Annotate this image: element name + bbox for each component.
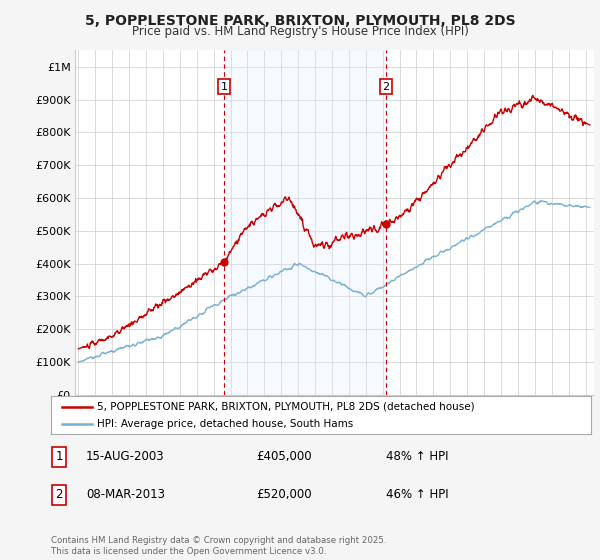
Bar xyxy=(224,50,386,395)
Text: 5, POPPLESTONE PARK, BRIXTON, PLYMOUTH, PL8 2DS: 5, POPPLESTONE PARK, BRIXTON, PLYMOUTH, … xyxy=(85,14,515,28)
Text: Price paid vs. HM Land Registry's House Price Index (HPI): Price paid vs. HM Land Registry's House … xyxy=(131,25,469,38)
Text: 48% ↑ HPI: 48% ↑ HPI xyxy=(386,450,448,463)
Text: 5, POPPLESTONE PARK, BRIXTON, PLYMOUTH, PL8 2DS (detached house): 5, POPPLESTONE PARK, BRIXTON, PLYMOUTH, … xyxy=(97,402,475,412)
Text: 15-AUG-2003: 15-AUG-2003 xyxy=(86,450,165,463)
Text: 1: 1 xyxy=(55,450,63,463)
Text: 08-MAR-2013: 08-MAR-2013 xyxy=(86,488,165,501)
Text: Contains HM Land Registry data © Crown copyright and database right 2025.
This d: Contains HM Land Registry data © Crown c… xyxy=(51,536,386,556)
Text: 2: 2 xyxy=(55,488,63,501)
Text: 2: 2 xyxy=(382,82,389,92)
Text: HPI: Average price, detached house, South Hams: HPI: Average price, detached house, Sout… xyxy=(97,419,353,430)
Text: 46% ↑ HPI: 46% ↑ HPI xyxy=(386,488,448,501)
Text: £520,000: £520,000 xyxy=(256,488,312,501)
Text: 1: 1 xyxy=(221,82,227,92)
Text: £405,000: £405,000 xyxy=(256,450,312,463)
